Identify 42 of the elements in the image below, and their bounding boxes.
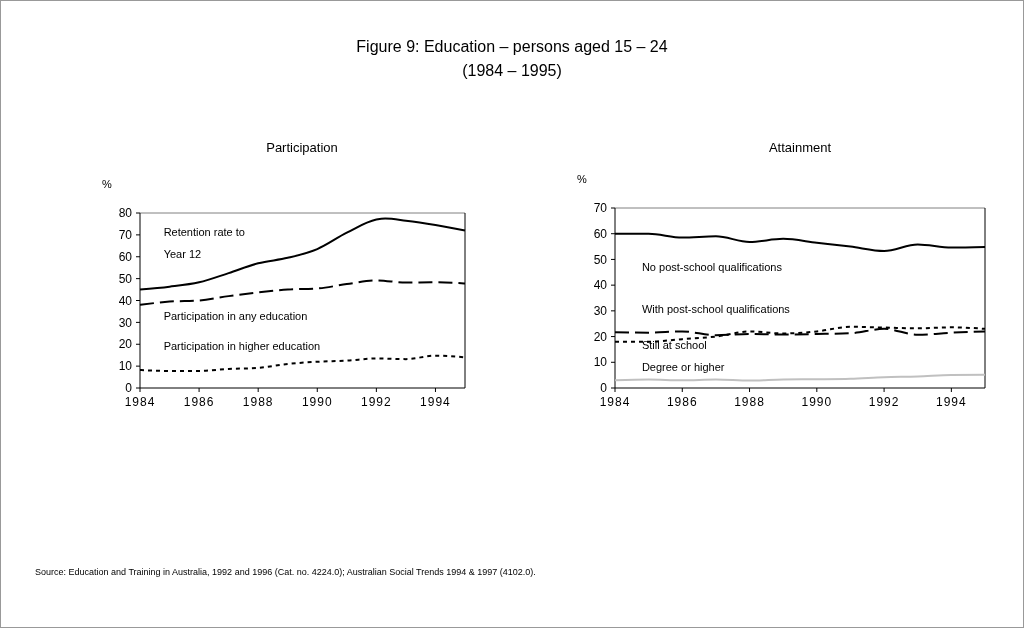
y-tick-label: 50 bbox=[118, 271, 133, 286]
series-label: Degree or higher bbox=[641, 361, 725, 374]
y-tick-label: 60 bbox=[593, 226, 608, 241]
x-tick-label: 1994 bbox=[936, 395, 967, 409]
y-tick-label: 0 bbox=[600, 381, 608, 396]
y-tick-label: 50 bbox=[593, 252, 608, 267]
chart-title: Attainment bbox=[768, 140, 832, 155]
y-tick-label: 70 bbox=[593, 201, 608, 216]
text: (1984 – 1995) bbox=[462, 62, 562, 79]
source-note: Source: Education and Training in Australia, 1992 and 1996 (Cat. no. 4224.0); Australian Social Trends 1994 & 1997 (4102.0). bbox=[35, 567, 536, 577]
y-tick-label: 40 bbox=[593, 278, 608, 293]
x-tick-label: 1994 bbox=[420, 395, 451, 409]
x-tick-label: 1988 bbox=[242, 395, 274, 409]
x-tick-label: 1984 bbox=[124, 395, 156, 409]
x-tick-label: 1986 bbox=[183, 395, 215, 409]
y-tick-label: 10 bbox=[593, 355, 608, 370]
x-tick-label: 1988 bbox=[734, 395, 765, 409]
y-tick-label: 10 bbox=[118, 359, 133, 374]
series-label: Retention rate to Year 12 bbox=[163, 225, 245, 260]
y-tick-label: 30 bbox=[593, 304, 608, 319]
y-tick-label: 70 bbox=[118, 228, 133, 243]
y-axis-title: % bbox=[577, 173, 587, 185]
x-tick-label: 1992 bbox=[868, 395, 900, 409]
y-tick-label: 0 bbox=[125, 381, 133, 396]
x-tick-label: 1986 bbox=[666, 395, 698, 409]
text: Figure 9: Education – persons aged 15 – 24 bbox=[356, 38, 668, 55]
y-tick-label: 80 bbox=[118, 206, 133, 221]
y-axis-title: % bbox=[102, 178, 112, 190]
series-label: With post-school qualifications bbox=[641, 303, 791, 316]
y-tick-label: 60 bbox=[118, 249, 133, 264]
series-label: Participation in any education bbox=[163, 310, 308, 323]
x-tick-label: 1984 bbox=[599, 395, 631, 409]
y-tick-label: 30 bbox=[118, 315, 133, 330]
chart-title: Participation bbox=[266, 140, 338, 155]
x-tick-label: 1992 bbox=[361, 395, 392, 409]
x-tick-label: 1990 bbox=[801, 395, 833, 409]
y-tick-label: 20 bbox=[593, 329, 608, 344]
series-label: Participation in higher education bbox=[163, 339, 321, 352]
y-tick-label: 40 bbox=[118, 293, 133, 308]
text: No post-school qualifications bbox=[641, 261, 783, 273]
x-tick-label: 1990 bbox=[301, 395, 333, 409]
y-tick-label: 20 bbox=[118, 337, 133, 352]
